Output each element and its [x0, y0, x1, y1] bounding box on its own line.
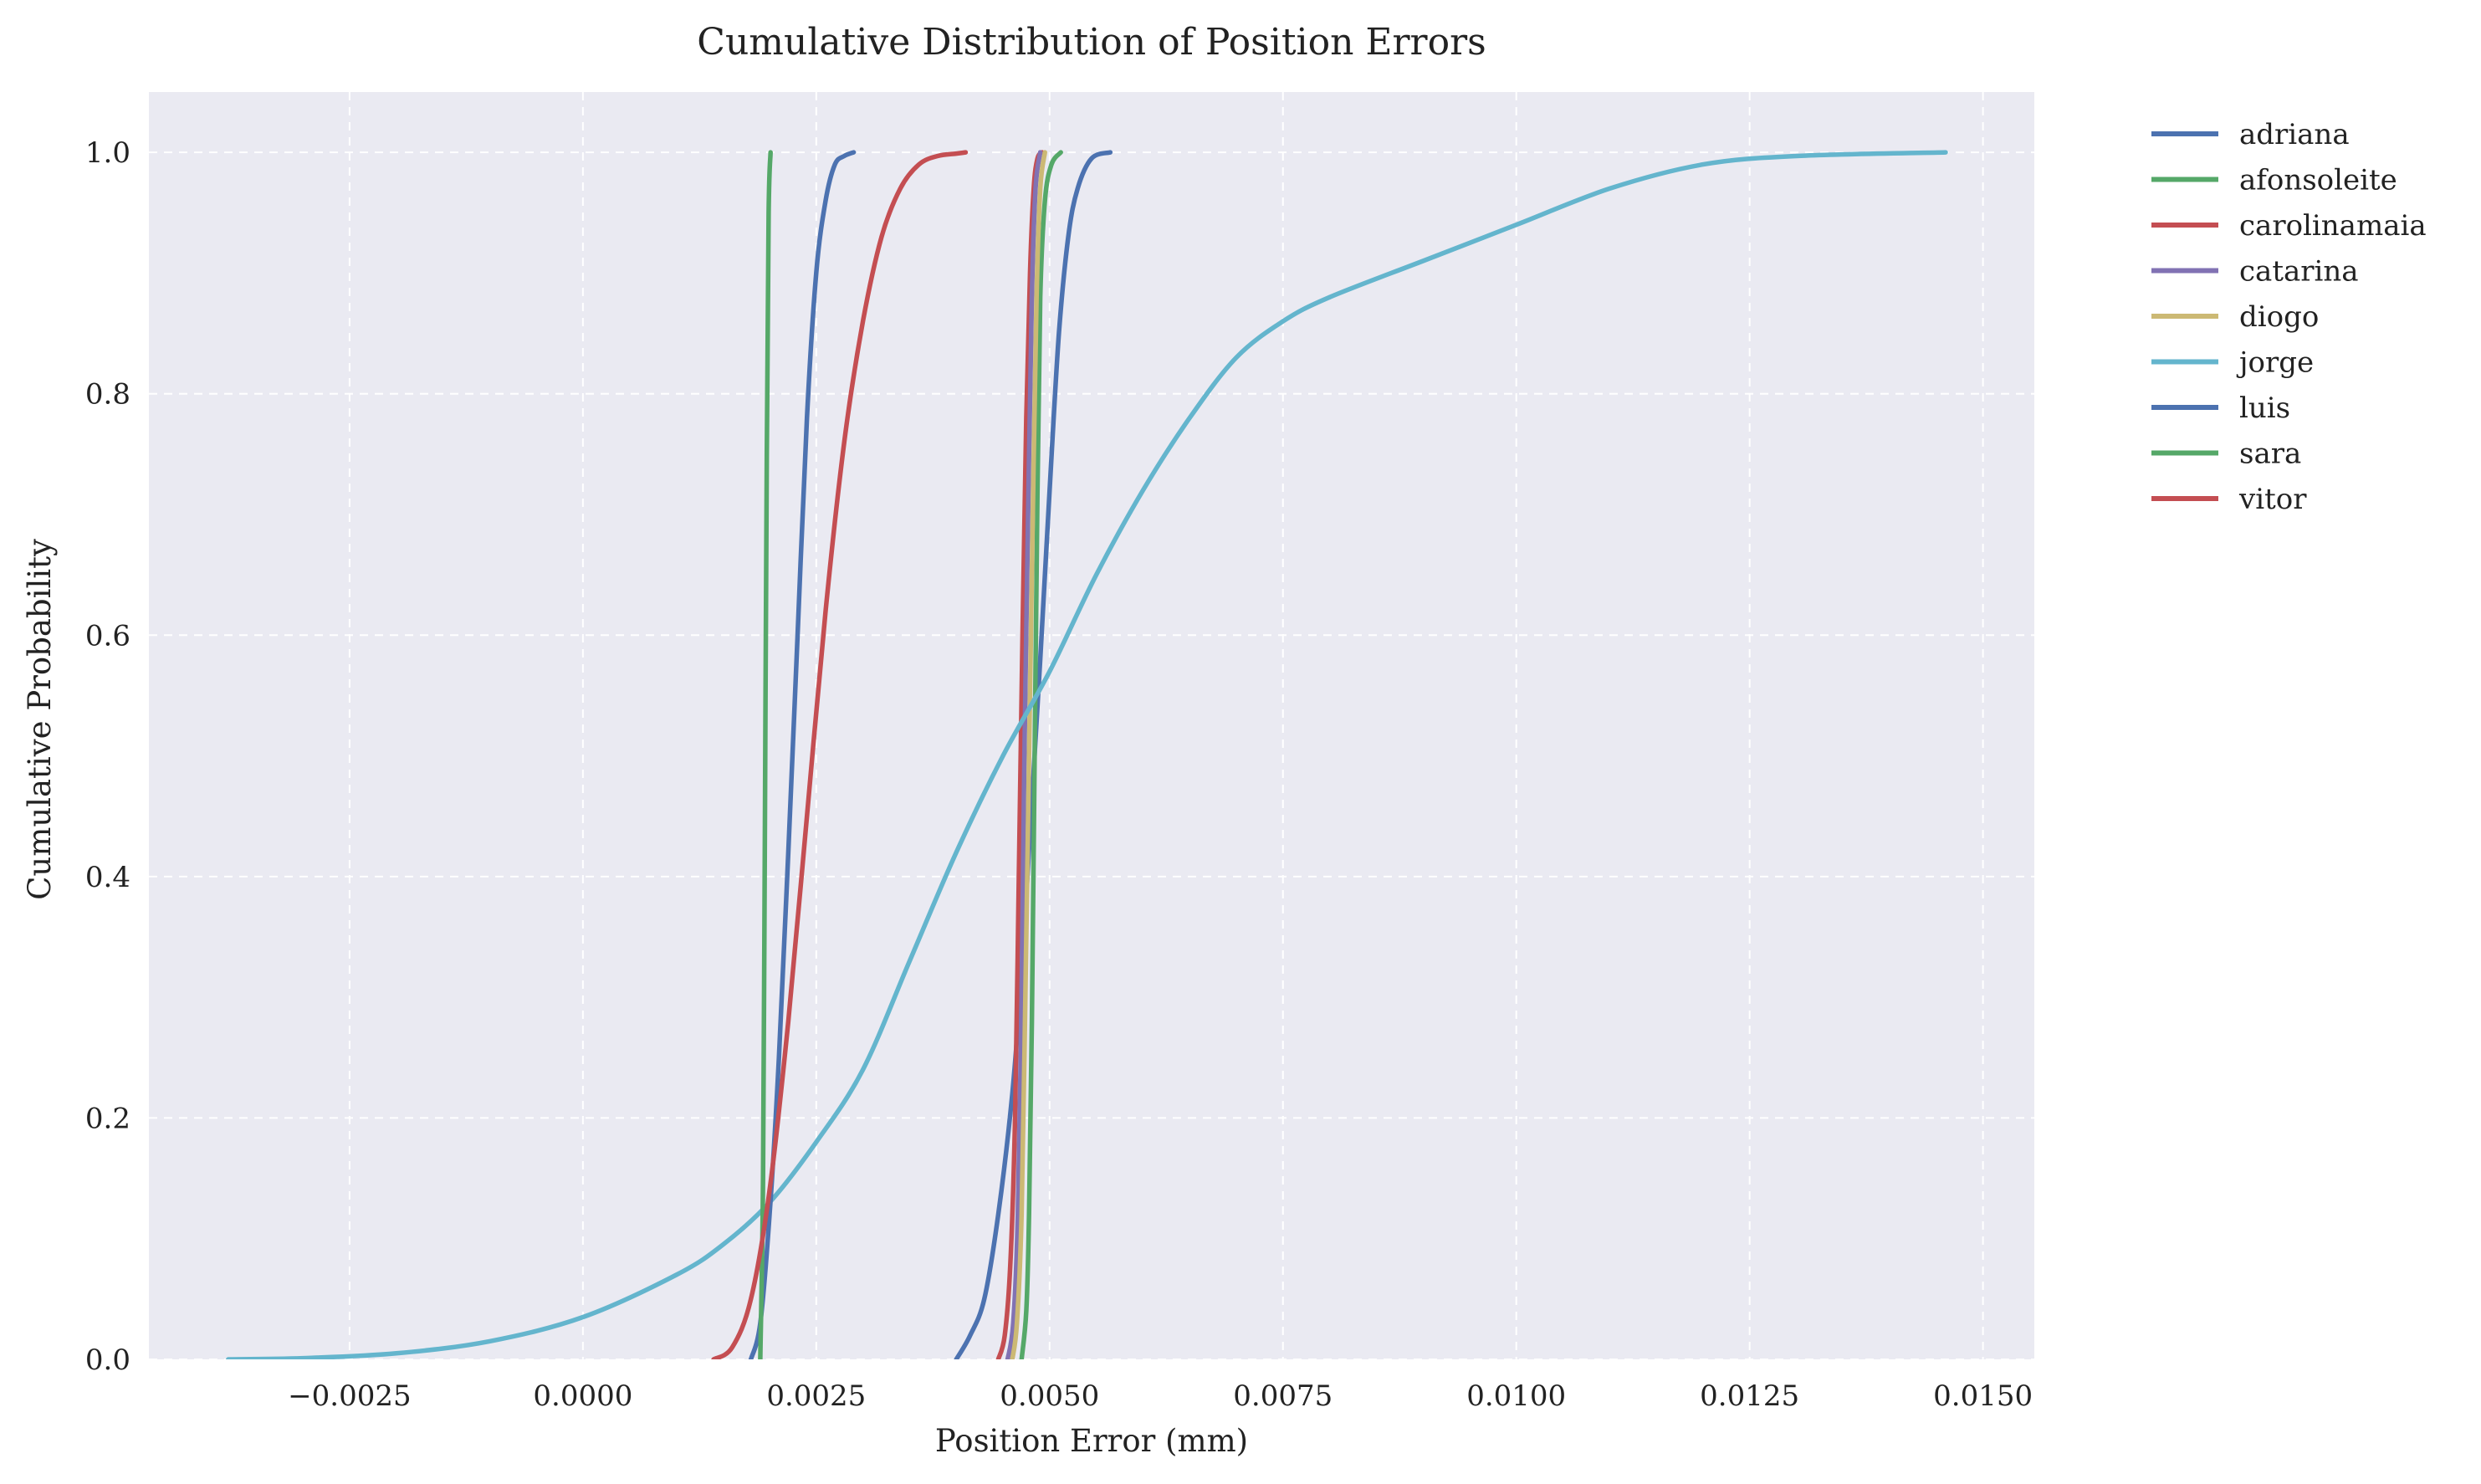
x-tick-label: 0.0050 — [1000, 1379, 1099, 1413]
x-tick-label: 0.0075 — [1233, 1379, 1333, 1413]
legend-label-diogo: diogo — [2239, 300, 2319, 334]
series-line-jorge — [226, 150, 1948, 1359]
legend-label-catarina: catarina — [2239, 255, 2359, 289]
series-line-luis — [748, 150, 857, 1359]
legend: adriana afonsoleite carolinamaia catarina di… — [2151, 118, 2427, 516]
x-tick-label: 0.0100 — [1466, 1379, 1566, 1413]
x-tick-label: 0.0125 — [1700, 1379, 1799, 1413]
y-tick-label: 0.8 — [85, 378, 130, 412]
series-line-diogo — [1010, 150, 1047, 1359]
legend-label-sara: sara — [2239, 438, 2301, 471]
legend-label-afonsoleite: afonsoleite — [2239, 164, 2397, 197]
y-tick-label: 0.6 — [85, 619, 130, 652]
chart-title: Cumulative Distribution of Position Erro… — [697, 21, 1486, 64]
plot-area: −0.0025 0.0000 0.0025 0.0050 0.0075 0.0100 0.0… — [85, 92, 2034, 1413]
legend-label-jorge: jorge — [2236, 346, 2314, 380]
legend-label-carolinamaia: carolinamaia — [2239, 209, 2427, 243]
legend-label-adriana: adriana — [2239, 118, 2350, 151]
series-line-sara — [758, 150, 773, 1359]
series-layer — [226, 150, 1948, 1359]
y-axis-label: Cumulative Probability — [22, 539, 58, 900]
series-line-catarina — [1005, 150, 1043, 1359]
y-tick-label: 1.0 — [85, 136, 130, 170]
series-line-vitor — [711, 150, 969, 1359]
x-tick-label: −0.0025 — [288, 1379, 411, 1413]
y-tick-label: 0.4 — [85, 861, 130, 894]
plot-background — [149, 92, 2034, 1359]
x-tick-label: 0.0000 — [533, 1379, 632, 1413]
x-axis-label: Position Error (mm) — [935, 1423, 1248, 1459]
legend-label-vitor: vitor — [2238, 483, 2307, 516]
y-tick-label: 0.0 — [85, 1343, 130, 1377]
y-tick-label: 0.2 — [85, 1102, 130, 1135]
x-tick-label: 0.0150 — [1933, 1379, 2033, 1413]
x-tick-label: 0.0025 — [766, 1379, 866, 1413]
legend-label-luis: luis — [2239, 391, 2290, 425]
